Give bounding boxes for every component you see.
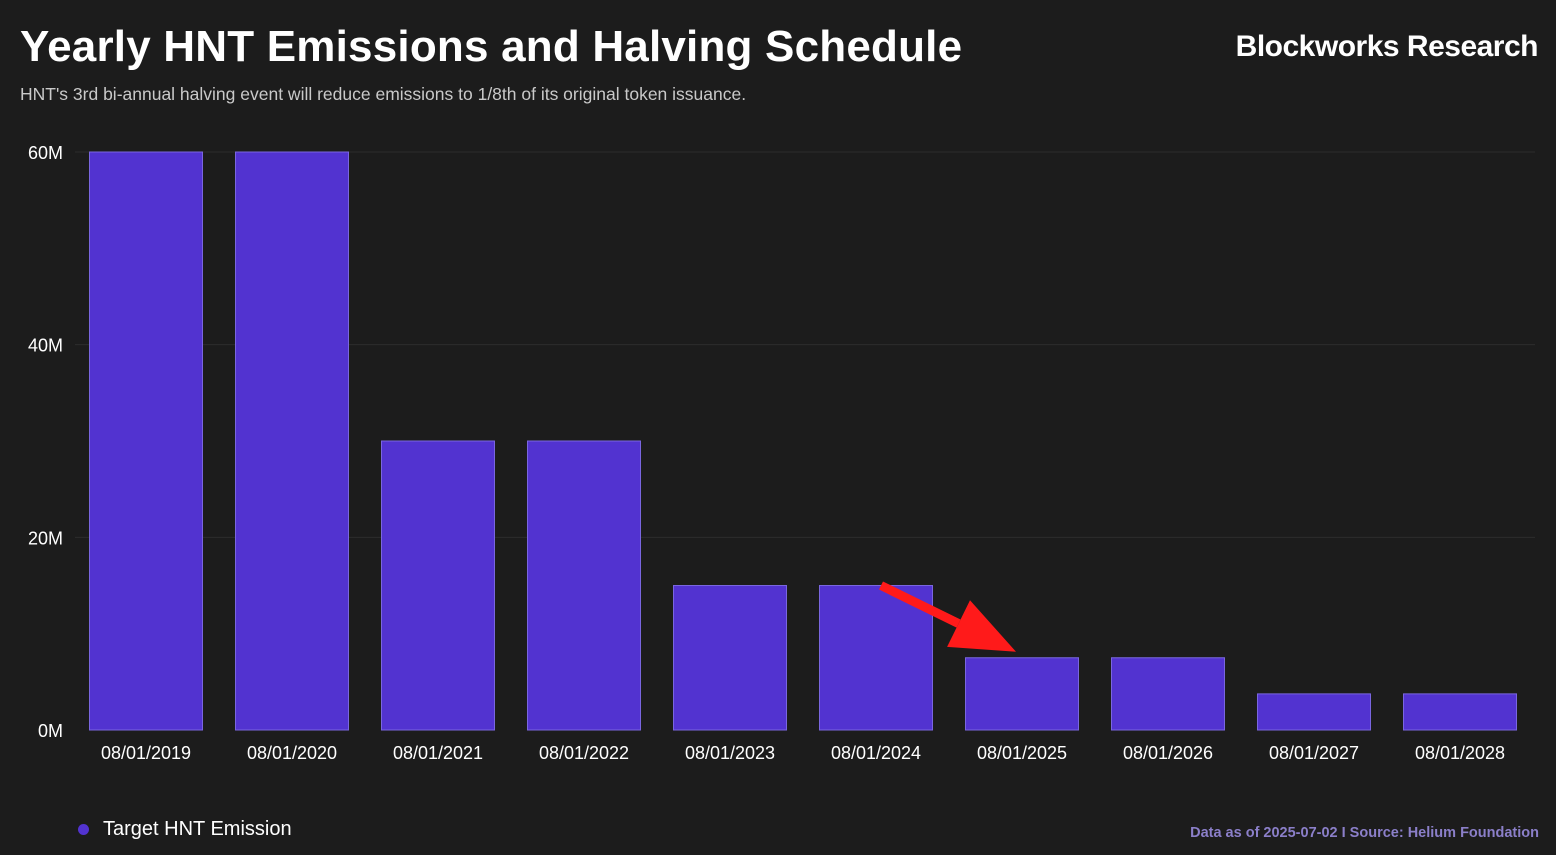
y-tick-label: 40M: [28, 336, 63, 356]
y-tick-label: 60M: [28, 143, 63, 163]
bar: [1403, 693, 1517, 731]
x-tick-label: 08/01/2025: [977, 743, 1067, 763]
x-tick-label: 08/01/2022: [539, 743, 629, 763]
y-tick-label: 20M: [28, 528, 63, 548]
x-tick-label: 08/01/2021: [393, 743, 483, 763]
bar: [965, 657, 1079, 731]
x-tick-label: 08/01/2027: [1269, 743, 1359, 763]
legend: Target HNT Emission: [78, 818, 292, 841]
bar: [1111, 657, 1225, 731]
chart-subtitle: HNT's 3rd bi-annual halving event will r…: [20, 84, 747, 104]
x-tick-label: 08/01/2020: [247, 743, 337, 763]
bar: [1257, 693, 1371, 731]
y-tick-label: 0M: [38, 721, 63, 741]
brand-logo: Blockworks Research: [1235, 30, 1539, 63]
bar: [235, 151, 349, 731]
arrow-shaft: [879, 581, 961, 628]
legend-label: Target HNT Emission: [103, 818, 292, 840]
bar: [89, 151, 203, 731]
x-tick-label: 08/01/2028: [1415, 743, 1505, 763]
x-tick-label: 08/01/2023: [685, 743, 775, 763]
chart-title: Yearly HNT Emissions and Halving Schedul…: [20, 22, 963, 71]
bar: [381, 440, 495, 731]
bar: [527, 440, 641, 731]
bar: [819, 585, 933, 731]
legend-marker: [78, 824, 89, 835]
x-tick-label: 08/01/2019: [101, 743, 191, 763]
arrow-head: [947, 600, 1016, 652]
x-tick-label: 08/01/2026: [1123, 743, 1213, 763]
bar: [673, 585, 787, 731]
source-note: Data as of 2025-07-02 I Source: Helium F…: [1190, 825, 1539, 841]
x-tick-label: 08/01/2024: [831, 743, 921, 763]
bar-chart: 0M 20M 40M 60M 08/01/2019 08/01/2020 08/01/202…: [28, 143, 1535, 763]
